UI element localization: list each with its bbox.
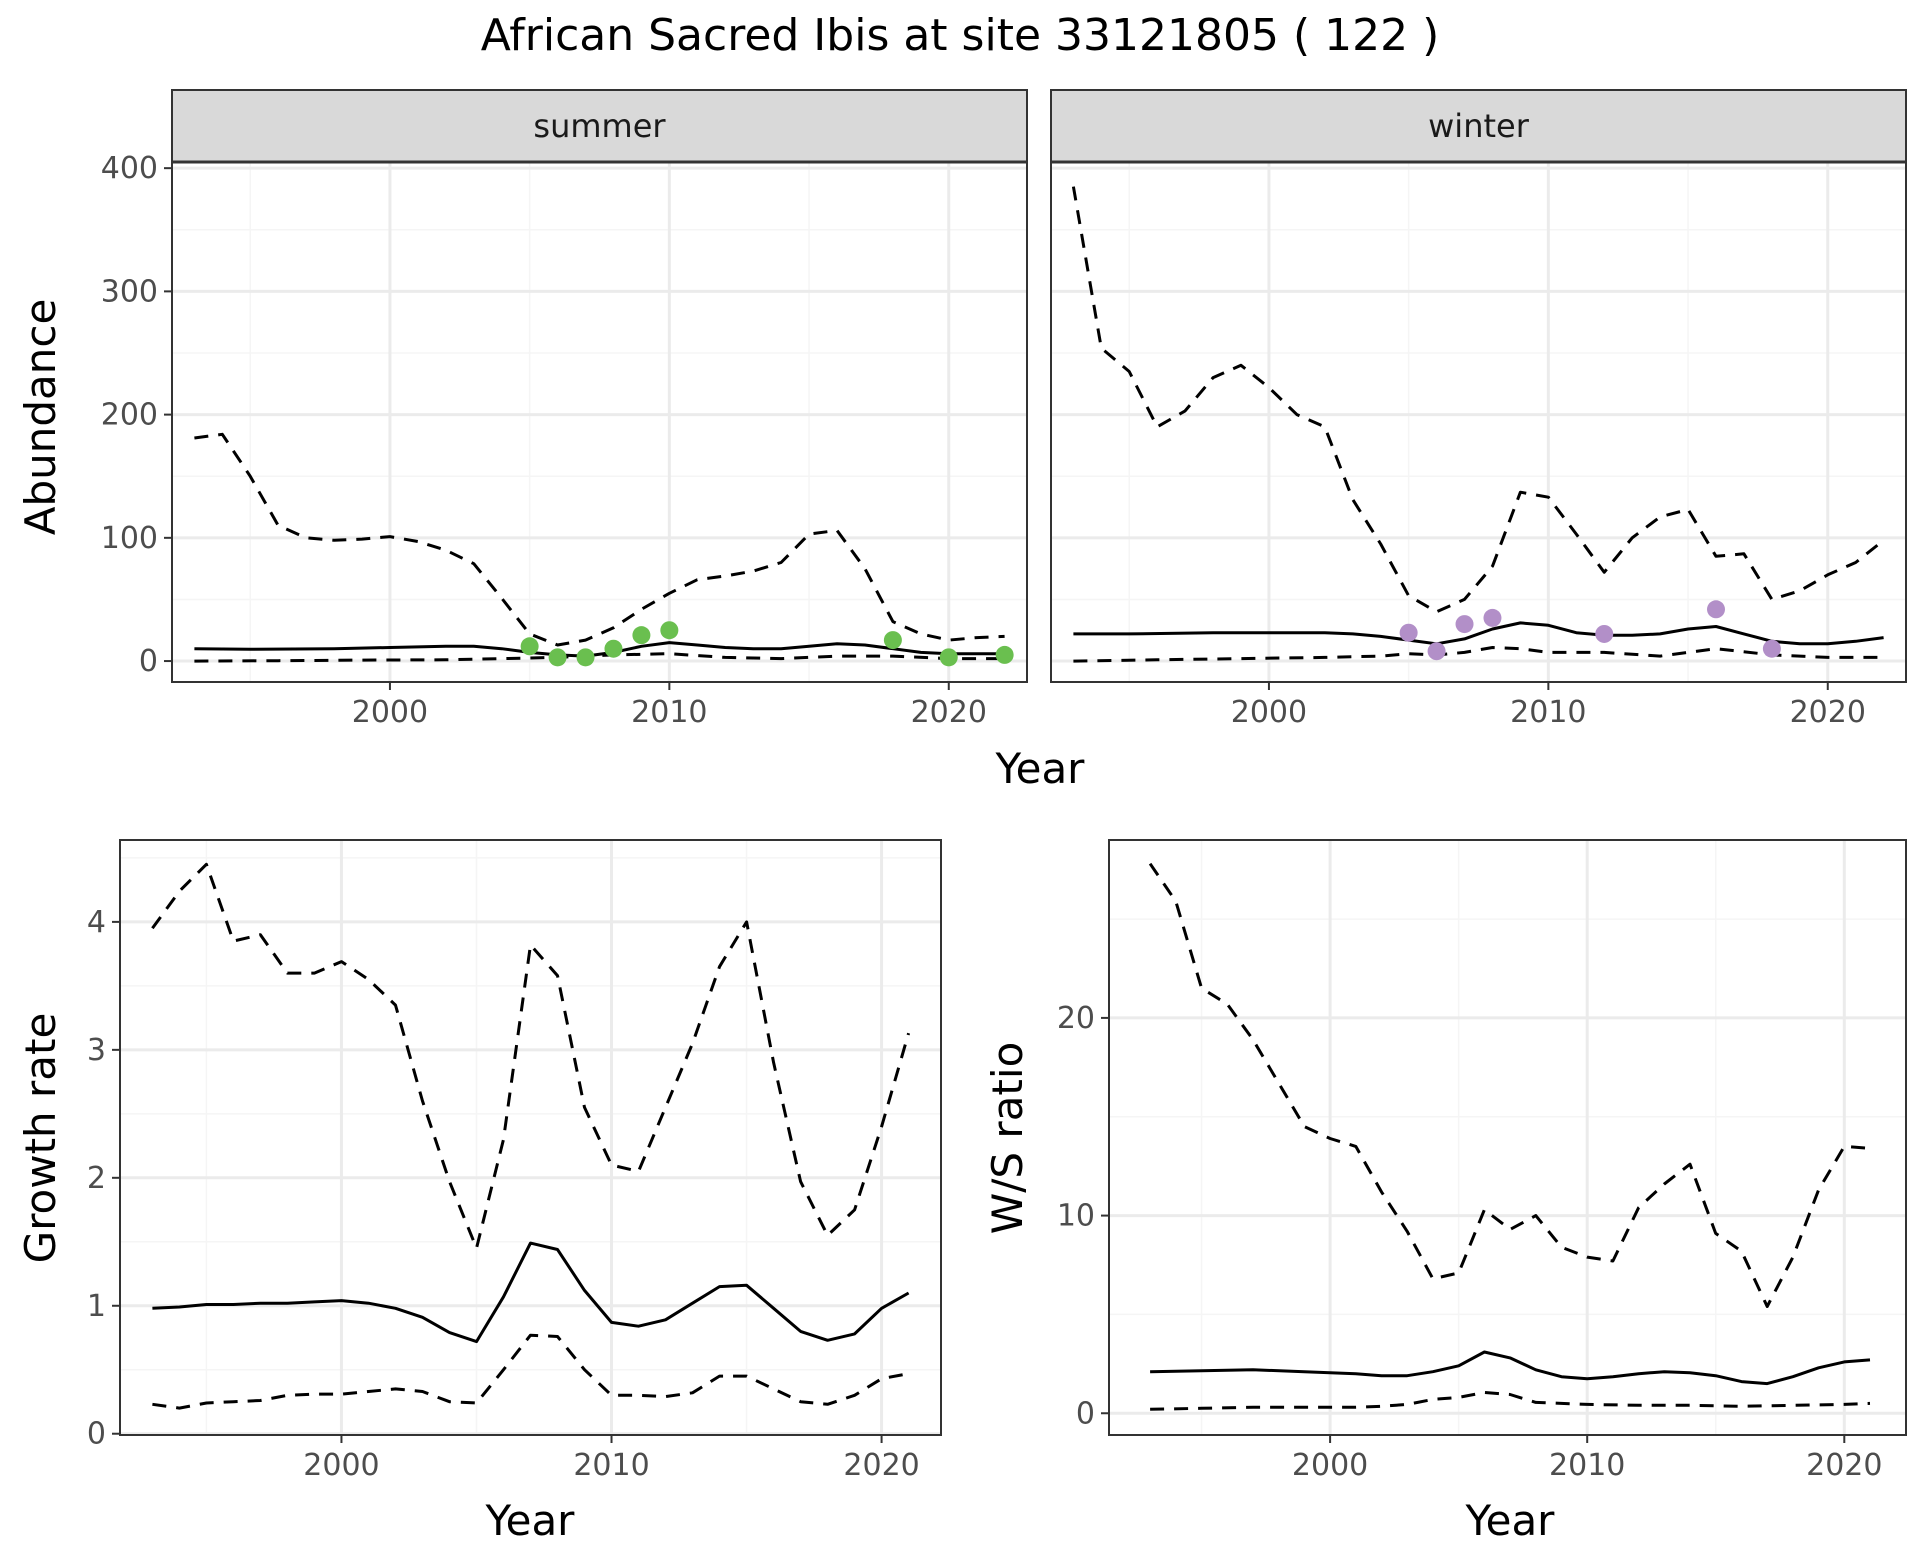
x-tick-label: 2010 bbox=[631, 695, 707, 730]
x-tick-label: 2000 bbox=[1292, 1448, 1368, 1483]
y-tick-label: 10 bbox=[1057, 1199, 1095, 1234]
x-tick-label: 2000 bbox=[1231, 695, 1307, 730]
y-tick-label: 300 bbox=[101, 274, 158, 309]
x-tick-label: 2010 bbox=[1549, 1448, 1625, 1483]
ws-ratio-panel: 2000 2010 2020 0 10 20 bbox=[1057, 839, 1907, 1483]
observed-count-point bbox=[604, 639, 623, 658]
observed-count-point bbox=[548, 648, 567, 667]
lower-bound-line bbox=[1073, 646, 1884, 663]
x-tick-label: 2020 bbox=[1790, 695, 1866, 730]
y-tick-label: 3 bbox=[87, 1033, 106, 1068]
top-x-axis-title: Year bbox=[995, 744, 1086, 793]
summer-strip bbox=[171, 89, 1028, 163]
estimate-line bbox=[152, 1241, 910, 1344]
growth-y-axis-title: Growth rate bbox=[16, 1013, 65, 1264]
y-tick-label: 100 bbox=[101, 521, 158, 556]
upper-bound-line bbox=[1148, 862, 1871, 1308]
lower-bound-line bbox=[1150, 1391, 1871, 1411]
estimate-line bbox=[1150, 1350, 1871, 1386]
observed-count-point bbox=[1707, 600, 1725, 619]
summer-panel: summer 2000 2010 2020 0 100 200 300 400 bbox=[101, 89, 1028, 730]
estimate-line bbox=[194, 641, 1005, 658]
x-tick-label: 2000 bbox=[303, 1448, 379, 1483]
y-tick-label: 0 bbox=[139, 644, 158, 679]
observed-count-point bbox=[1483, 608, 1502, 627]
ratio-panel-border bbox=[1108, 839, 1907, 1436]
upper-bound-line bbox=[1071, 186, 1885, 614]
observed-count-point bbox=[995, 645, 1014, 664]
observed-count-point bbox=[576, 648, 595, 667]
winter-strip bbox=[1050, 89, 1907, 163]
y-tick-label: 0 bbox=[1076, 1396, 1095, 1431]
page-title: African Sacred Ibis at site 33121805 ( 1… bbox=[480, 10, 1440, 61]
y-tick-label: 0 bbox=[87, 1417, 106, 1452]
lower-bound-line bbox=[194, 652, 1005, 663]
x-tick-label: 2020 bbox=[843, 1448, 919, 1483]
observed-count-point bbox=[1399, 623, 1418, 642]
observed-count-point bbox=[1762, 639, 1781, 658]
observed-count-point bbox=[883, 631, 902, 650]
x-tick-label: 2020 bbox=[1806, 1448, 1882, 1483]
ratio-y-axis-title: W/S ratio bbox=[983, 1042, 1032, 1235]
growth-panel-border bbox=[119, 839, 942, 1436]
observed-count-point bbox=[1595, 624, 1614, 643]
observed-count-point bbox=[520, 637, 539, 656]
observed-count-point bbox=[632, 626, 651, 645]
summer-strip-label: summer bbox=[533, 107, 666, 145]
y-tick-label: 400 bbox=[101, 151, 158, 186]
y-tick-label: 1 bbox=[87, 1289, 106, 1324]
upper-bound-line bbox=[151, 862, 911, 1250]
y-tick-label: 200 bbox=[101, 398, 158, 433]
x-tick-label: 2000 bbox=[352, 695, 428, 730]
x-tick-label: 2010 bbox=[1510, 695, 1586, 730]
upper-bound-line bbox=[194, 432, 1005, 647]
winter-panel-border bbox=[1050, 161, 1907, 683]
growth-x-axis-title: Year bbox=[485, 1496, 576, 1545]
observed-count-point bbox=[1427, 642, 1446, 661]
ratio-x-axis-title: Year bbox=[1465, 1496, 1556, 1545]
x-tick-label: 2020 bbox=[911, 695, 987, 730]
y-tick-label: 20 bbox=[1057, 1001, 1095, 1036]
x-tick-label: 2010 bbox=[573, 1448, 649, 1483]
estimate-line bbox=[1073, 621, 1884, 646]
winter-strip-label: winter bbox=[1428, 107, 1530, 145]
observed-count-point bbox=[939, 648, 958, 667]
winter-panel: winter 2000 2010 2020 bbox=[1050, 89, 1907, 730]
abundance-y-axis-title: Abundance bbox=[16, 299, 65, 536]
growth-rate-panel: 2000 2010 2020 0 1 2 3 4 bbox=[87, 839, 942, 1483]
y-tick-label: 4 bbox=[87, 905, 106, 940]
summer-panel-border bbox=[171, 161, 1028, 683]
lower-bound-line bbox=[152, 1333, 909, 1410]
observed-count-point bbox=[1455, 615, 1474, 634]
observed-count-point bbox=[660, 621, 679, 640]
y-tick-label: 2 bbox=[87, 1161, 106, 1196]
